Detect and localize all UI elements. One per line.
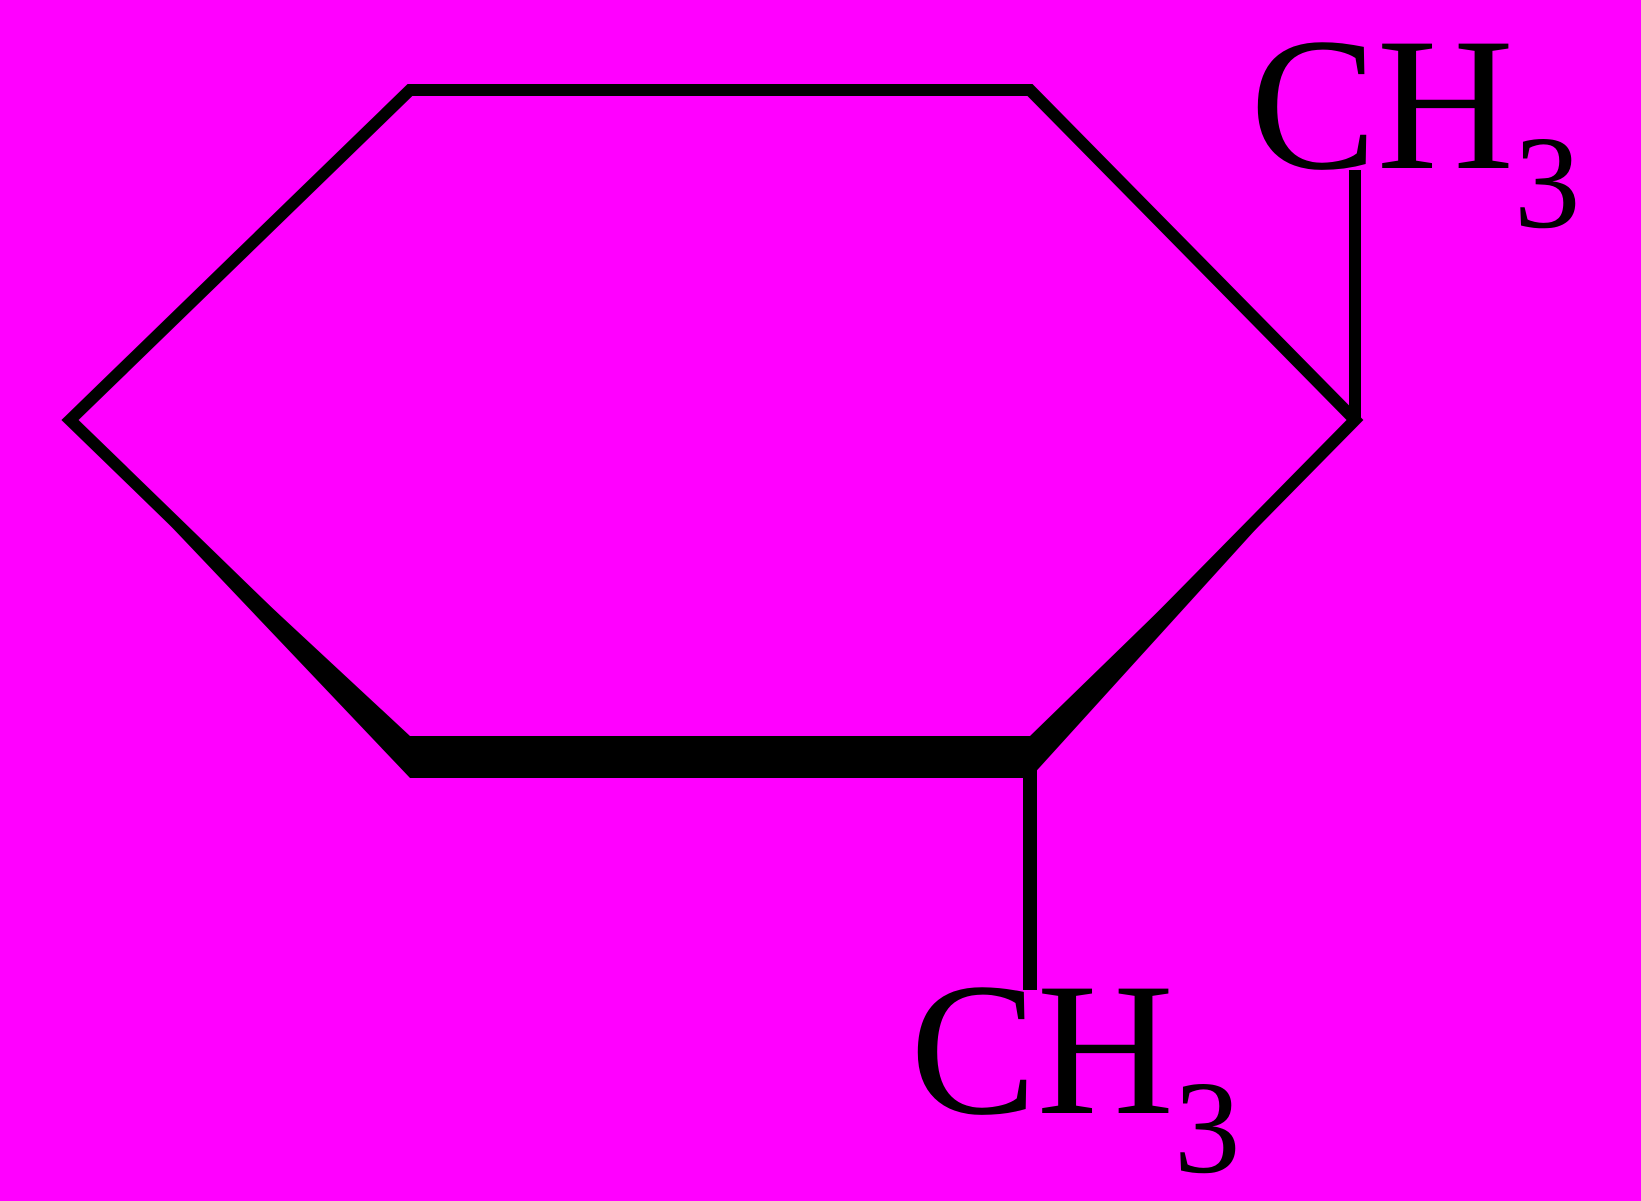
methyl-label-bottom: CH3: [910, 955, 1240, 1174]
methyl-bottom-main: CH: [910, 945, 1174, 1155]
methyl-bottom-sub: 3: [1174, 1053, 1241, 1201]
methyl-label-top: CH3: [1250, 10, 1580, 229]
methyl-top-main: CH: [1250, 0, 1514, 210]
chemical-structure-canvas: CH3 CH3: [0, 0, 1641, 1121]
methyl-top-sub: 3: [1514, 108, 1581, 256]
